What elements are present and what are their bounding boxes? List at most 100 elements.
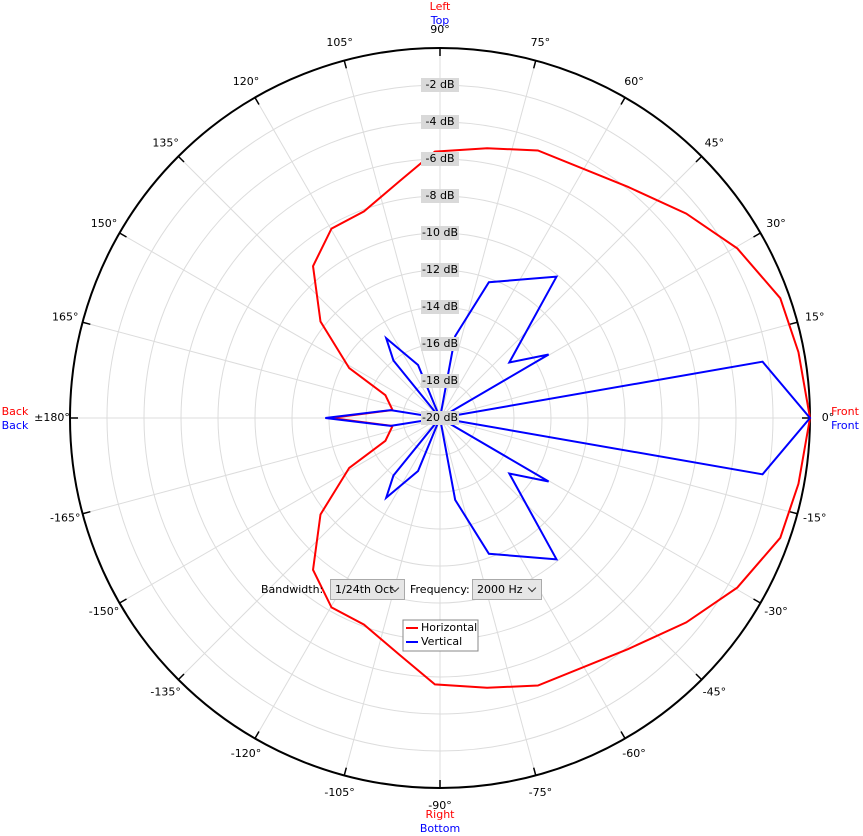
theta-tick	[789, 321, 798, 326]
theta-tick	[343, 60, 348, 69]
grid-spoke	[343, 60, 441, 419]
legend-box	[402, 619, 479, 652]
grid-spoke	[119, 417, 441, 604]
theta-tick	[82, 321, 91, 326]
theta-tick	[695, 155, 703, 163]
theta-tick	[695, 673, 703, 681]
direction-label: Left	[430, 0, 451, 13]
theta-tick-label: -75°	[529, 786, 552, 799]
theta-tick-label: 165°	[52, 311, 79, 324]
r-tick-label: -16 dB	[422, 337, 458, 350]
theta-tick-label: -135°	[150, 685, 180, 698]
theta-tick	[82, 510, 91, 515]
theta-tick	[532, 767, 537, 776]
grid-spoke	[119, 232, 441, 419]
r-tick: -2 dB	[421, 78, 459, 92]
grid-spoke	[82, 417, 441, 515]
theta-tick-label: 75°	[531, 36, 551, 49]
grid-spoke	[254, 97, 441, 419]
theta-tick	[753, 232, 761, 238]
theta-tick-label: 90°	[430, 23, 450, 36]
r-tick-box	[421, 300, 459, 314]
grid-spoke	[178, 156, 441, 419]
theta-tick-label: 45°	[705, 137, 725, 150]
theta-tick-label: -15°	[803, 511, 826, 524]
theta-tick-label: 15°	[805, 311, 825, 324]
r-tick-box	[421, 337, 459, 351]
theta-tick-label: -45°	[703, 685, 726, 698]
legend-label: Horizontal	[421, 621, 477, 634]
grid-spoke	[439, 97, 626, 419]
r-tick-box	[421, 411, 459, 425]
r-tick-label: -18 dB	[422, 374, 458, 387]
bandwidth-select[interactable]: 1/24th Oct	[330, 579, 405, 600]
theta-tick-label: 135°	[152, 137, 179, 150]
r-tick: -12 dB	[421, 263, 459, 277]
r-tick-label: -8 dB	[426, 189, 455, 202]
r-tick-label: -12 dB	[422, 263, 458, 276]
theta-tick-label: -120°	[231, 747, 261, 760]
r-tick: -10 dB	[421, 226, 459, 240]
r-tick: -6 dB	[421, 152, 459, 166]
theta-tick-label: -60°	[622, 747, 645, 760]
theta-tick	[620, 97, 626, 105]
r-tick-box	[421, 226, 459, 240]
grid-spoke	[439, 417, 798, 515]
frequency-label: Frequency:	[410, 583, 470, 596]
direction-label: Top	[430, 14, 450, 27]
r-tick-box	[421, 115, 459, 129]
theta-tick	[177, 155, 185, 163]
theta-tick-label: -30°	[764, 605, 787, 618]
r-tick: -4 dB	[421, 115, 459, 129]
series-line	[311, 147, 812, 689]
r-tick: -16 dB	[421, 337, 459, 351]
grid-spoke	[439, 321, 798, 419]
theta-tick-label: 120°	[233, 75, 260, 88]
grid-spoke	[82, 321, 441, 419]
grid-spoke	[178, 417, 441, 680]
theta-tick	[532, 60, 537, 69]
direction-label: Front	[831, 419, 860, 432]
r-tick: -20 dB	[421, 411, 459, 425]
bandwidth-label: Bandwidth:	[261, 583, 324, 596]
direction-label: Front	[831, 405, 860, 418]
theta-tick-label: 30°	[766, 217, 786, 230]
r-tick-label: -4 dB	[426, 115, 455, 128]
theta-tick	[119, 598, 127, 604]
r-tick-box	[421, 374, 459, 388]
r-tick-label: -2 dB	[426, 78, 455, 91]
r-tick-label: -6 dB	[426, 152, 455, 165]
direction-label: Back	[2, 405, 29, 418]
r-tick-box	[421, 189, 459, 203]
theta-tick	[343, 767, 348, 776]
r-tick-label: -20 dB	[422, 411, 458, 424]
direction-label: Bottom	[420, 822, 460, 835]
theta-tick	[620, 731, 626, 739]
r-tick-box	[421, 152, 459, 166]
direction-label: Back	[2, 419, 29, 432]
grid-spoke	[439, 60, 537, 419]
direction-label: Right	[426, 808, 456, 821]
theta-tick	[177, 673, 185, 681]
frequency-select[interactable]: 2000 Hz	[472, 579, 542, 600]
series-line	[325, 275, 812, 561]
theta-tick	[254, 731, 260, 739]
theta-tick	[753, 598, 761, 604]
theta-tick	[789, 510, 798, 515]
theta-tick	[254, 97, 260, 105]
theta-tick-label: -165°	[50, 511, 80, 524]
r-tick-label: -14 dB	[422, 300, 458, 313]
r-tick: -18 dB	[421, 374, 459, 388]
r-tick-label: -10 dB	[422, 226, 458, 239]
legend-label: Vertical	[421, 635, 462, 648]
bandwidth-value: 1/24th Oct	[335, 583, 394, 596]
r-tick-box	[421, 263, 459, 277]
theta-tick-label: 0°	[822, 411, 835, 424]
r-tick: -14 dB	[421, 300, 459, 314]
theta-tick-label: 150°	[91, 217, 118, 230]
theta-tick-label: -90°	[428, 799, 451, 812]
theta-tick-label: ±180°	[34, 411, 70, 424]
theta-tick-label: -150°	[89, 605, 119, 618]
